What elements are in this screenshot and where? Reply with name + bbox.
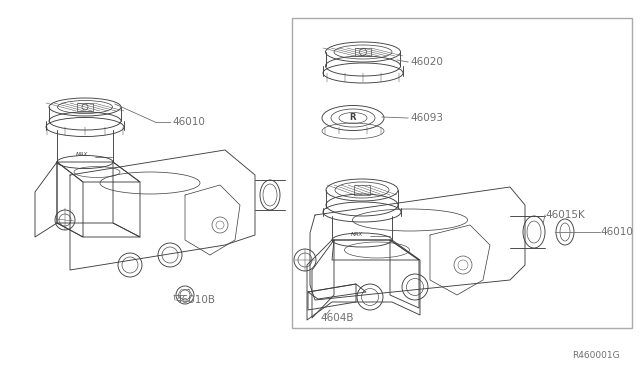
Text: 46015K: 46015K: [545, 210, 585, 220]
Text: 4604B: 4604B: [320, 313, 353, 323]
Bar: [354, 185, 370, 195]
Text: 46020: 46020: [410, 57, 443, 67]
Text: MAX: MAX: [351, 231, 363, 237]
Text: R: R: [349, 113, 356, 122]
Bar: [355, 48, 371, 56]
Text: R460001G: R460001G: [572, 350, 620, 359]
Text: 46010: 46010: [600, 227, 633, 237]
Bar: [77, 103, 93, 111]
Text: 46093: 46093: [410, 113, 443, 123]
Text: 46010B: 46010B: [175, 295, 215, 305]
Bar: [292, 18, 632, 328]
Text: 46010: 46010: [172, 117, 205, 127]
Text: MAX: MAX: [76, 153, 88, 157]
